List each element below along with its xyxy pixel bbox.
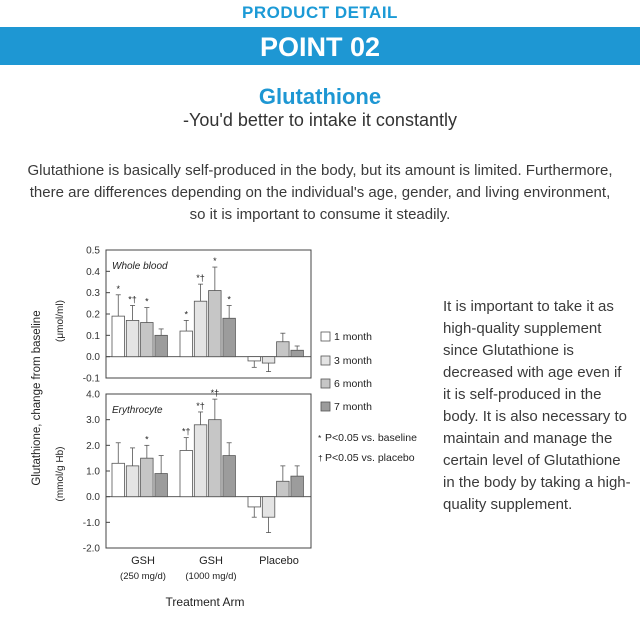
bar: [261, 356, 276, 364]
significance-symbol: *: [318, 433, 322, 443]
significance-mark: *†: [211, 388, 220, 398]
y-tick-label: 0.4: [86, 267, 100, 278]
significance-mark: *: [213, 256, 217, 266]
significance-mark: *: [184, 309, 188, 319]
bar: [261, 496, 276, 518]
side-paragraph: It is important to take it as high-quali…: [443, 298, 631, 513]
y-tick-label: 0.2: [86, 310, 100, 321]
significance-mark: *†: [196, 401, 205, 411]
bar: [290, 475, 304, 498]
category-label: Placebo: [259, 555, 299, 567]
significance-mark: *: [145, 297, 149, 307]
panel-label: Erythrocyte: [112, 405, 163, 416]
bar: [111, 462, 125, 498]
bar: [276, 341, 290, 358]
bar: [208, 419, 222, 498]
legend-swatch: [320, 401, 331, 412]
bar: [247, 496, 261, 508]
y-tick-label: 0.0: [86, 352, 100, 363]
bar: [111, 315, 125, 358]
legend-swatch: [320, 378, 331, 389]
significance-mark: *: [227, 294, 231, 304]
page-subtitle: -You'd better to intake it constantly: [183, 110, 457, 130]
bar: [193, 300, 208, 358]
panel-label: Whole blood: [112, 261, 168, 272]
bar: [125, 465, 140, 498]
bar: [222, 455, 236, 498]
bar: [125, 320, 140, 358]
legend-label: 6 month: [334, 378, 372, 390]
bar: [154, 334, 168, 358]
significance-mark: *†: [128, 294, 137, 304]
bar: [193, 424, 208, 498]
bar: [290, 349, 304, 358]
y-tick-label: 1.0: [86, 467, 100, 478]
y-tick-label: 0.1: [86, 331, 100, 342]
page-title: Glutathione: [258, 84, 382, 109]
significance-mark: *: [145, 434, 149, 444]
bar: [247, 356, 261, 362]
legend-swatch: [320, 355, 331, 366]
significance-mark: *†: [182, 427, 191, 437]
y-unit-label: (μmol/ml): [55, 300, 66, 342]
y-tick-label: -1.0: [83, 518, 101, 529]
y-tick-label: 0.0: [86, 492, 100, 503]
legend-label: 7 month: [334, 401, 372, 413]
x-axis-title: Treatment Arm: [166, 595, 245, 609]
category-sublabel: (1000 mg/d): [185, 571, 236, 582]
bar: [179, 330, 193, 358]
significance-legend-label: P<0.05 vs. baseline: [325, 432, 417, 444]
category-sublabel: (250 mg/d): [120, 571, 166, 582]
bar: [222, 317, 236, 358]
category-label: GSH: [131, 555, 155, 567]
bar: [140, 322, 154, 358]
y-axis-title: Glutathione, change from baseline: [31, 310, 43, 485]
y-tick-label: 4.0: [86, 390, 100, 401]
y-unit-label: (mmol/g Hb): [55, 446, 66, 501]
legend-label: 3 month: [334, 355, 372, 367]
significance-symbol: †: [318, 453, 323, 463]
bar: [208, 290, 222, 358]
y-tick-label: -0.1: [83, 374, 101, 385]
point-banner: POINT 02: [0, 27, 640, 65]
intro-paragraph: Glutathione is basically self-produced i…: [27, 162, 613, 223]
legend-label: 1 month: [334, 331, 372, 343]
y-tick-label: -2.0: [83, 544, 101, 555]
y-tick-label: 0.3: [86, 288, 100, 299]
y-tick-label: 0.5: [86, 246, 100, 257]
legend-swatch: [320, 331, 331, 342]
significance-mark: *†: [196, 273, 205, 283]
bar: [276, 480, 290, 498]
bar: [140, 457, 154, 498]
bar: [154, 473, 168, 498]
bar: [179, 450, 193, 498]
product-detail-label: PRODUCT DETAIL: [242, 3, 398, 22]
category-label: GSH: [199, 555, 223, 567]
y-tick-label: 2.0: [86, 441, 100, 452]
significance-mark: *: [116, 284, 120, 294]
significance-legend-label: P<0.05 vs. placebo: [325, 452, 415, 464]
y-tick-label: 3.0: [86, 415, 100, 426]
